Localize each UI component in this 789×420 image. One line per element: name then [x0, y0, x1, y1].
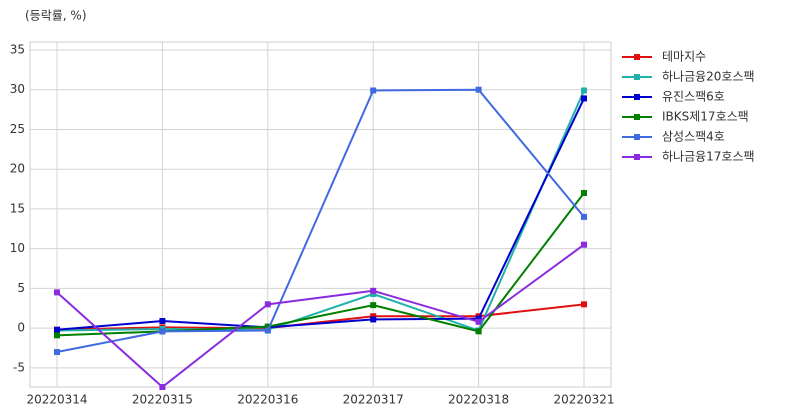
y-axis-label: (등락률, %) [25, 9, 87, 23]
legend-label: 하나금융17호스팩 [662, 150, 755, 164]
y-tick-label: 10 [10, 241, 25, 255]
series-line [56, 243, 585, 389]
y-tick-label: 5 [17, 281, 25, 295]
series-line [56, 90, 585, 332]
legend-label: 하나금융20호스팩 [662, 70, 755, 84]
legend-marker [634, 114, 640, 120]
legend-marker [634, 74, 640, 80]
point [475, 315, 482, 322]
point [264, 301, 271, 308]
point [581, 301, 587, 308]
legend-label: 유진스팩6호 [662, 90, 725, 104]
x-tick-label: 20220318 [448, 393, 509, 407]
x-tick-label: 20220315 [132, 393, 193, 407]
legend-label: 삼성스팩4호 [662, 130, 725, 144]
point [370, 302, 377, 309]
point [264, 327, 271, 334]
point [54, 332, 60, 339]
y-tick-label: 15 [10, 201, 25, 215]
plot-frame [29, 41, 612, 388]
point [475, 318, 482, 325]
legend-marker [634, 134, 640, 140]
x-tick-label: 20220314 [26, 393, 87, 407]
point [475, 86, 482, 93]
x-tick-label: 20220321 [553, 393, 614, 407]
point [581, 95, 587, 102]
point [581, 241, 587, 248]
series-line [56, 303, 585, 331]
series-line [56, 98, 585, 331]
point [370, 287, 377, 294]
x-tick-label: 20220316 [237, 393, 298, 407]
point [581, 87, 587, 94]
y-tick-label: 20 [10, 162, 25, 176]
point [159, 328, 166, 335]
legend-marker [634, 54, 640, 60]
point [54, 326, 60, 333]
point [54, 289, 60, 296]
point [370, 87, 377, 94]
y-tick-label: 30 [10, 82, 25, 96]
point [581, 190, 587, 197]
point [370, 313, 377, 320]
series-line [56, 88, 585, 354]
point [159, 384, 166, 390]
y-tick-label: -5 [13, 360, 25, 374]
legend-marker [634, 154, 640, 160]
x-tick-label: 20220317 [343, 393, 404, 407]
point [370, 290, 377, 297]
legend-label: 테마지수 [662, 50, 706, 64]
point [159, 318, 166, 325]
point [370, 316, 377, 323]
point [264, 323, 271, 330]
point [581, 213, 587, 220]
point [475, 328, 482, 335]
legend-label: IBKS제17호스팩 [662, 110, 749, 124]
point [54, 349, 60, 356]
legend-marker [634, 94, 640, 100]
y-tick-label: 35 [10, 42, 25, 56]
y-tick-label: 0 [17, 321, 25, 335]
y-tick-label: 25 [10, 122, 25, 136]
